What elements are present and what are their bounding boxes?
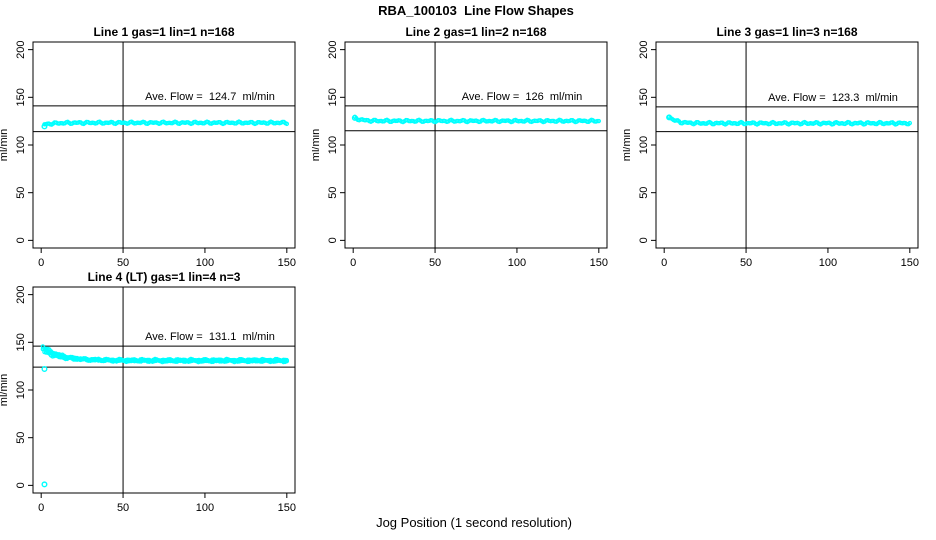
- x-tick-label: 0: [38, 502, 44, 514]
- plot-box: [32, 286, 296, 494]
- x-axis-label: Jog Position (1 second resolution): [376, 515, 572, 530]
- y-axis-label: ml/min: [0, 129, 10, 161]
- outlier-point: [41, 366, 48, 373]
- y-tick-label: 50: [327, 187, 339, 199]
- x-tick-label: 100: [196, 257, 214, 269]
- y-tick-label: 200: [638, 40, 650, 58]
- plot-box: [344, 41, 608, 249]
- outlier-point: [41, 481, 48, 488]
- panel-2-title: Line 2 gas=1 lin=2 n=168: [405, 25, 547, 39]
- outlier-point: [351, 114, 358, 121]
- x-tick-label: 150: [590, 257, 608, 269]
- x-tick-label: 150: [278, 257, 296, 269]
- plot-box: [655, 41, 919, 249]
- x-tick-label: 100: [196, 502, 214, 514]
- data-point: [907, 120, 913, 126]
- y-tick-label: 100: [327, 136, 339, 154]
- ave-flow-annotation: Ave. Flow = 131.1 ml/min: [145, 331, 275, 343]
- x-tick-label: 100: [819, 257, 837, 269]
- y-axis-label: ml/min: [312, 129, 322, 161]
- x-tick-label: 150: [278, 502, 296, 514]
- x-tick-label: 50: [740, 257, 752, 269]
- x-tick-label: 0: [350, 257, 356, 269]
- outlier-point: [666, 114, 673, 121]
- x-tick-label: 0: [661, 257, 667, 269]
- data-point: [284, 121, 290, 127]
- panel-3-plot: 0 50 100 150 0 50 100 150 200 ml/min Ave. Flow = 1…: [623, 40, 919, 269]
- y-tick-label: 100: [638, 136, 650, 154]
- x-tick-label: 0: [38, 257, 44, 269]
- y-tick-label: 0: [15, 482, 27, 488]
- data-point: [284, 357, 290, 363]
- y-tick-label: 200: [327, 40, 339, 58]
- y-tick-label: 100: [15, 136, 27, 154]
- outlier-point: [41, 123, 48, 130]
- y-axis-label: ml/min: [623, 129, 633, 161]
- panel-1-plot: 0 50 100 150 0 50 100 150 200 ml/min Ave. Flow = 1…: [0, 40, 296, 269]
- x-tick-label: 50: [117, 257, 129, 269]
- y-tick-label: 50: [15, 187, 27, 199]
- plot-box: [32, 41, 296, 249]
- ave-flow-annotation: Ave. Flow = 124.7 ml/min: [145, 91, 275, 103]
- y-tick-label: 50: [638, 187, 650, 199]
- y-tick-label: 200: [15, 285, 27, 303]
- x-tick-label: 50: [429, 257, 441, 269]
- panel-3-title: Line 3 gas=1 lin=3 n=168: [716, 25, 858, 39]
- y-tick-label: 150: [15, 88, 27, 106]
- y-tick-label: 150: [638, 88, 650, 106]
- y-tick-label: 0: [327, 237, 339, 243]
- panel-4-title: Line 4 (LT) gas=1 lin=4 n=3: [87, 270, 241, 284]
- y-tick-label: 50: [15, 432, 27, 444]
- x-tick-label: 150: [901, 257, 919, 269]
- x-tick-label: 100: [508, 257, 526, 269]
- y-tick-label: 150: [327, 88, 339, 106]
- y-tick-label: 0: [638, 237, 650, 243]
- panel-1-title: Line 1 gas=1 lin=1 n=168: [93, 25, 235, 39]
- y-tick-label: 200: [15, 40, 27, 58]
- ave-flow-annotation: Ave. Flow = 126 ml/min: [462, 91, 583, 103]
- y-tick-label: 100: [15, 381, 27, 399]
- y-tick-label: 0: [15, 237, 27, 243]
- data-point: [596, 118, 602, 124]
- x-tick-label: 50: [117, 502, 129, 514]
- ave-flow-annotation: Ave. Flow = 123.3 ml/min: [768, 92, 898, 104]
- figure-title: RBA_100103 Line Flow Shapes: [378, 3, 574, 18]
- y-axis-label: ml/min: [0, 374, 10, 406]
- panel-2-plot: 0 50 100 150 0 50 100 150 200 ml/min Ave. Flow = 1…: [312, 40, 608, 269]
- y-tick-label: 150: [15, 333, 27, 351]
- panel-4-plot: 0 50 100 150 0 50 100 150 200 ml/min Ave. Flow = 1…: [0, 285, 296, 514]
